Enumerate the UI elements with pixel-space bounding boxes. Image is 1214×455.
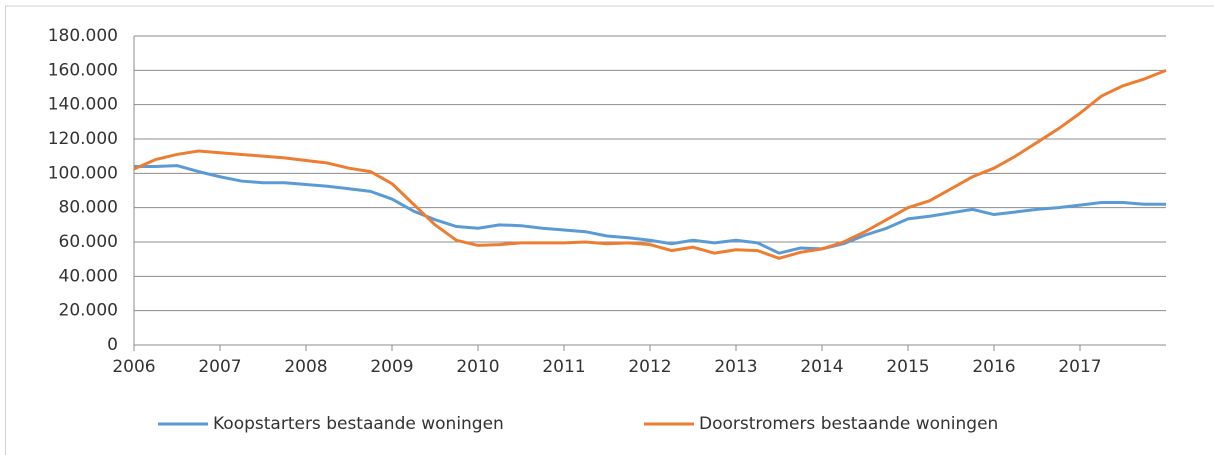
x-tick-label: 2017: [1058, 357, 1101, 377]
y-tick-label: 160.000: [48, 60, 118, 80]
x-tick-label: 2012: [628, 357, 671, 377]
y-tick-label: 20.000: [59, 301, 118, 321]
x-tick-label: 2011: [542, 357, 585, 377]
chart-border: [5, 5, 1214, 455]
y-tick-label: 140.000: [48, 95, 118, 115]
y-tick-label: 120.000: [48, 129, 118, 149]
y-tick-label: 80.000: [59, 198, 118, 218]
legend-label: Doorstromers bestaande woningen: [699, 414, 998, 434]
y-tick-label: 60.000: [59, 232, 118, 252]
x-tick-label: 2013: [714, 357, 757, 377]
x-tick-label: 2007: [198, 357, 241, 377]
y-tick-label: 40.000: [59, 266, 118, 286]
x-tick-label: 2008: [284, 357, 327, 377]
x-tick-label: 2014: [800, 357, 843, 377]
y-tick-label: 100.000: [48, 163, 118, 183]
y-tick-label: 0: [107, 335, 118, 355]
x-tick-label: 2015: [886, 357, 929, 377]
x-tick-label: 2010: [456, 357, 499, 377]
y-tick-label: 180.000: [48, 26, 118, 46]
legend-label: Koopstarters bestaande woningen: [213, 414, 504, 434]
series-line: [133, 68, 1167, 260]
x-tick-label: 2016: [972, 357, 1015, 377]
x-tick-label: 2009: [370, 357, 413, 377]
series-line: [134, 164, 1166, 255]
x-tick-label: 2006: [112, 357, 155, 377]
